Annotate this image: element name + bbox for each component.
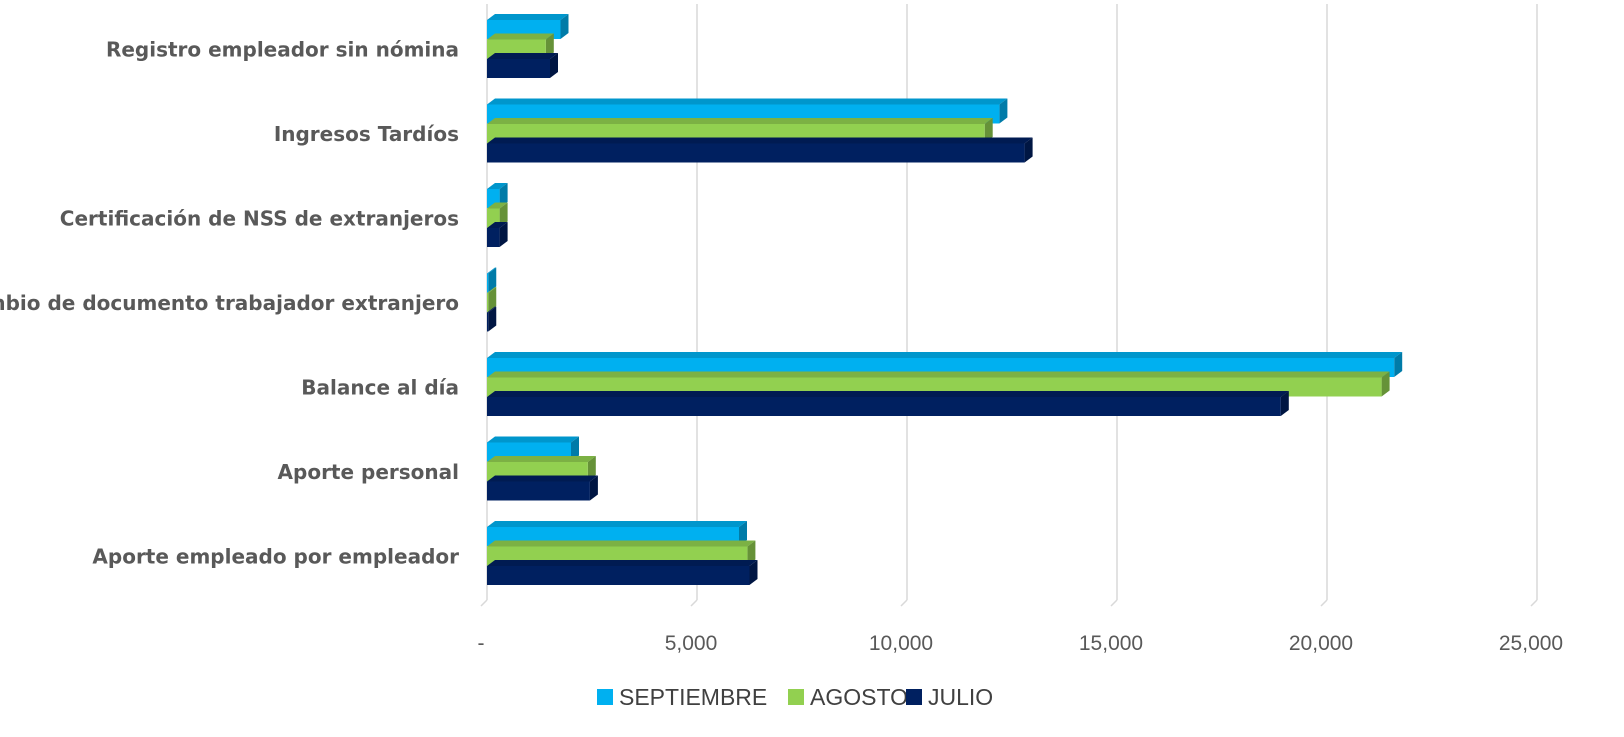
- bar-side-face: [1394, 352, 1403, 377]
- category-label: Aporte empleado por empleador: [92, 544, 459, 568]
- bar-front-face: [487, 228, 500, 247]
- bar-front-face: [487, 566, 750, 585]
- legend-label: AGOSTO: [810, 684, 908, 710]
- bar-top-face: [487, 137, 1033, 144]
- x-tick-label: 5,000: [665, 632, 718, 655]
- bar-front-face: [487, 59, 550, 78]
- bar-front-face: [487, 143, 1025, 163]
- bar-side-face: [587, 456, 596, 481]
- legend-swatch: [788, 689, 804, 705]
- bar-top-face: [487, 183, 508, 189]
- bar-side-face: [749, 560, 758, 585]
- bar-front-face: [487, 481, 590, 501]
- x-tick-label: 20,000: [1289, 632, 1353, 655]
- bar-top-face: [487, 456, 596, 462]
- gridline-floor: [1320, 599, 1328, 607]
- bar-julio: [487, 222, 508, 247]
- bar-side-face: [499, 222, 508, 247]
- category-label: Aporte personal: [278, 460, 459, 484]
- bar-side-face: [560, 14, 569, 39]
- legend-label: SEPTIEMBRE: [619, 684, 767, 710]
- category-labels: Registro empleador sin nómina Ingresos Ta…: [0, 37, 459, 568]
- bar-side-face: [589, 475, 598, 501]
- bar-top-face: [487, 287, 497, 293]
- bar-front-face: [487, 397, 1281, 416]
- bar-top-face: [487, 475, 598, 482]
- bar-julio: [487, 391, 1289, 416]
- x-tick-label: 10,000: [869, 632, 933, 655]
- bar-julio: [487, 475, 598, 501]
- bar-side-face: [545, 33, 554, 59]
- bar-side-face: [499, 202, 508, 228]
- bar-side-face: [1024, 137, 1033, 163]
- gridline-floor: [1110, 599, 1118, 607]
- bar-side-face: [999, 98, 1008, 124]
- bar-top-face: [487, 222, 508, 228]
- x-axis-tick-labels: - 5,000 10,000 15,000 20,000 25,000: [478, 632, 1564, 655]
- legend-item-septiembre: SEPTIEMBRE: [597, 684, 767, 710]
- bar-side-face: [488, 306, 497, 332]
- bar-top-face: [487, 202, 508, 209]
- legend: SEPTIEMBRE AGOSTO JULIO: [597, 684, 993, 710]
- bar-top-face: [487, 267, 497, 274]
- bar-side-face: [739, 521, 747, 546]
- bar-septiembre: [487, 267, 497, 293]
- bar-front-face: [487, 293, 489, 312]
- bar-top-face: [487, 306, 497, 313]
- bar-top-face: [487, 371, 1390, 378]
- bar-front-face: [487, 312, 489, 332]
- bar-top-face: [487, 560, 758, 566]
- gridline-floor: [1530, 599, 1538, 607]
- legend-item-agosto: AGOSTO: [788, 684, 908, 710]
- bar-julio: [487, 53, 558, 78]
- bar-side-face: [488, 267, 497, 293]
- gridline-floor: [900, 599, 908, 607]
- bar-top-face: [487, 352, 1403, 358]
- bar-top-face: [487, 33, 554, 40]
- bar-top-face: [487, 98, 1008, 105]
- bar-top-face: [487, 14, 569, 20]
- bars: [487, 14, 1403, 585]
- bar-top-face: [487, 540, 756, 547]
- bar-side-face: [488, 287, 497, 312]
- legend-label: JULIO: [928, 684, 993, 710]
- bar-side-face: [747, 540, 756, 566]
- category-label: Ingresos Tardíos: [274, 122, 459, 146]
- bar-front-face: [487, 273, 489, 293]
- category-label: Registro empleador sin nómina: [106, 37, 459, 61]
- category-label: Certificación de NSS de extranjeros: [60, 206, 459, 230]
- bar-julio: [487, 560, 758, 585]
- bar-side-face: [499, 183, 508, 208]
- bar-side-face: [984, 118, 993, 143]
- gridlines: [480, 4, 1538, 607]
- bar-side-face: [571, 436, 579, 462]
- bar-top-face: [487, 118, 993, 124]
- bar-top-face: [487, 53, 558, 59]
- bar-julio: [487, 306, 497, 332]
- legend-swatch: [906, 689, 922, 705]
- x-tick-label: 25,000: [1499, 632, 1563, 655]
- bar-top-face: [487, 521, 747, 527]
- x-tick-label: -: [478, 632, 485, 655]
- bar-top-face: [487, 436, 579, 443]
- bar-julio: [487, 137, 1033, 163]
- x-tick-label: 15,000: [1079, 632, 1143, 655]
- category-label: Balance al día: [301, 375, 459, 399]
- legend-swatch: [597, 689, 613, 705]
- legend-item-julio: JULIO: [906, 684, 993, 710]
- category-label: Cambio de documento trabajador extranjer…: [0, 291, 459, 315]
- bar-agosto: [487, 287, 497, 312]
- bar-side-face: [1280, 391, 1289, 416]
- gridline-floor: [690, 599, 698, 607]
- bar-side-face: [550, 53, 558, 78]
- gridline-floor: [480, 599, 488, 607]
- bar-side-face: [1381, 371, 1390, 397]
- bar-top-face: [487, 391, 1289, 397]
